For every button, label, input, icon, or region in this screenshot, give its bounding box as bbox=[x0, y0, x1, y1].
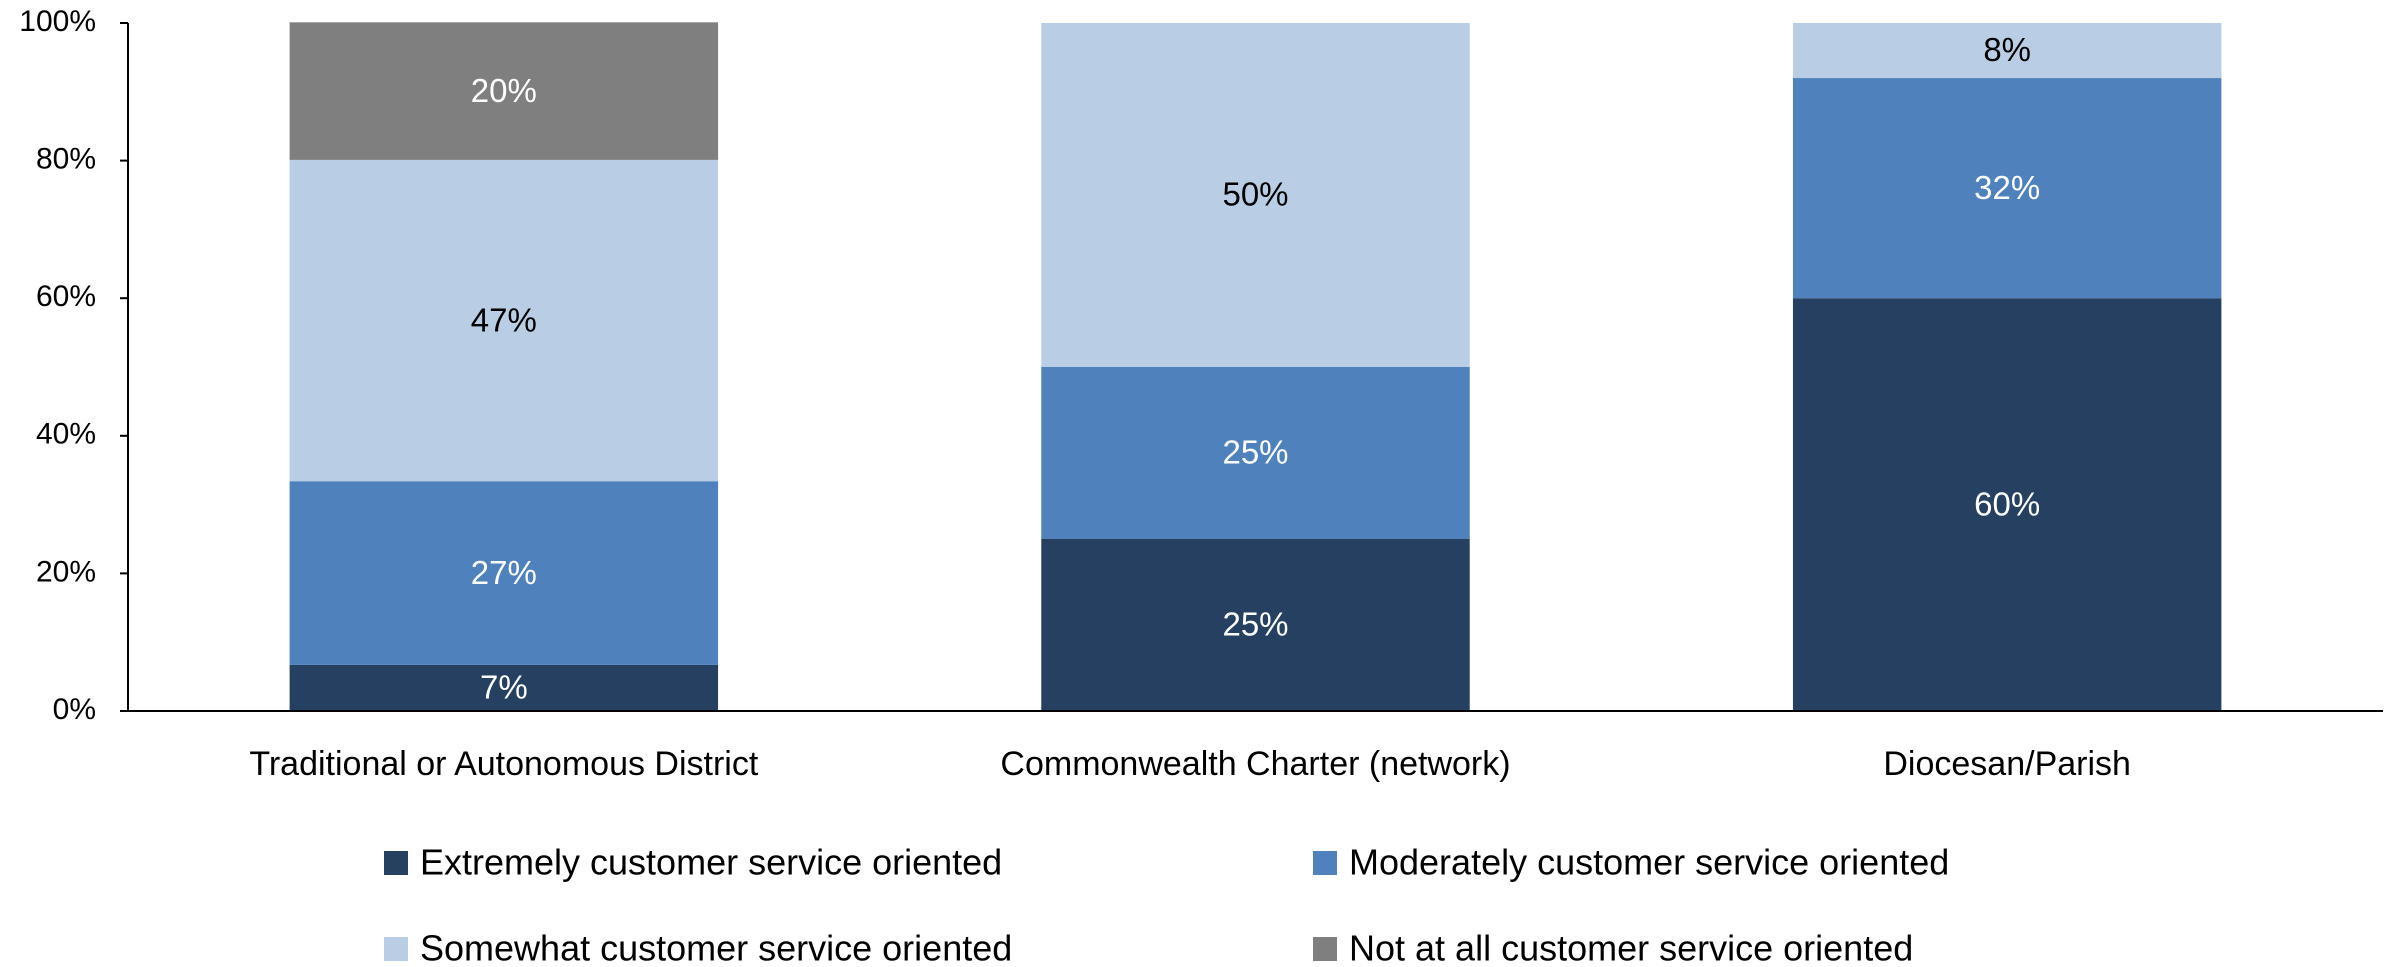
legend-swatch bbox=[1313, 937, 1337, 961]
legend-swatch bbox=[384, 851, 408, 875]
data-label: 7% bbox=[480, 669, 528, 706]
y-tick-label: 60% bbox=[36, 280, 96, 313]
legend-label: Not at all customer service oriented bbox=[1349, 928, 1913, 967]
bar-segment bbox=[1792, 23, 2222, 79]
y-tick-label: 20% bbox=[36, 555, 96, 588]
y-tick-label: 80% bbox=[36, 143, 96, 176]
bar-segment bbox=[1041, 367, 1470, 539]
x-tick-label: Traditional or Autonomous District bbox=[249, 745, 759, 783]
x-tick-label: Diocesan/Parish bbox=[1883, 745, 2131, 783]
data-label: 50% bbox=[1222, 176, 1288, 213]
data-label: 20% bbox=[471, 72, 537, 109]
y-tick-label: 0% bbox=[53, 693, 96, 726]
data-label: 47% bbox=[471, 301, 537, 338]
data-label: 25% bbox=[1222, 606, 1288, 643]
bar-segment bbox=[289, 159, 719, 482]
bar-segment bbox=[1792, 78, 2222, 299]
legend-swatch bbox=[1313, 851, 1337, 875]
bar-segment bbox=[289, 664, 719, 711]
x-tick-label: Commonwealth Charter (network) bbox=[1000, 745, 1510, 783]
data-label: 25% bbox=[1222, 434, 1288, 471]
y-tick-label: 100% bbox=[19, 5, 96, 38]
bar-segment bbox=[1041, 23, 1470, 367]
legend-label: Somewhat customer service oriented bbox=[420, 928, 1012, 967]
bar-segment bbox=[289, 481, 719, 665]
y-tick-label: 40% bbox=[36, 418, 96, 451]
bar-segment bbox=[1041, 539, 1470, 711]
data-label: 32% bbox=[1974, 169, 2040, 206]
bar-segment bbox=[1792, 298, 2222, 711]
data-label: 8% bbox=[1983, 31, 2031, 68]
data-label: 27% bbox=[471, 554, 537, 591]
legend-label: Moderately customer service oriented bbox=[1349, 842, 1949, 883]
legend-swatch bbox=[384, 937, 408, 961]
data-label: 60% bbox=[1974, 485, 2040, 522]
bar-segment bbox=[289, 22, 719, 160]
legend-label: Extremely customer service oriented bbox=[420, 842, 1002, 883]
